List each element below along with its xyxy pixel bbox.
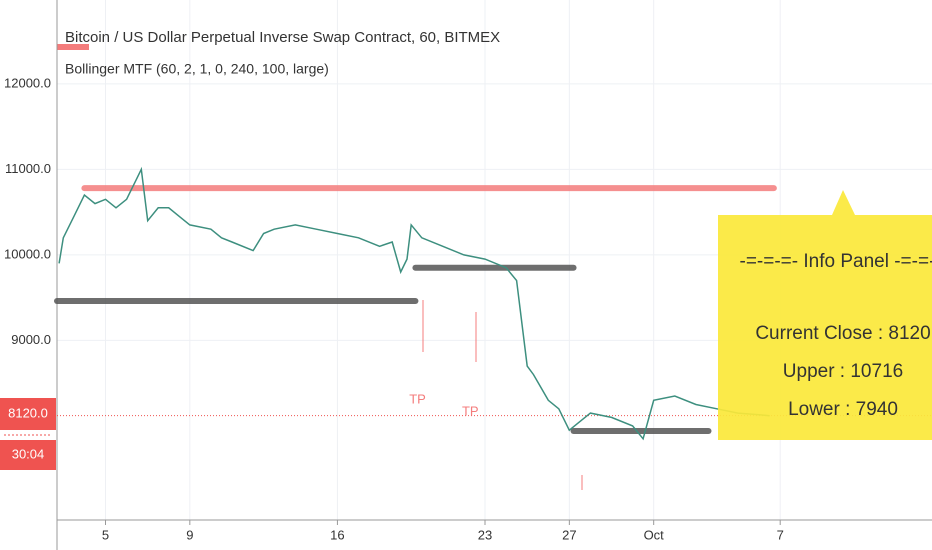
price-tag xyxy=(0,398,56,430)
y-tick-label: 11000.0 xyxy=(5,161,51,176)
countdown-label: 30:04 xyxy=(12,446,45,461)
annotation: TP xyxy=(462,404,479,419)
y-tick-label: 12000.0 xyxy=(4,75,51,90)
chart-title: Bitcoin / US Dollar Perpetual Inverse Sw… xyxy=(65,29,500,46)
indicator-name: Bollinger MTF (60, 2, 1, 0, 240, 100, la… xyxy=(65,61,329,77)
countdown-tag xyxy=(0,440,56,470)
marker xyxy=(57,44,89,50)
x-tick-label: 27 xyxy=(562,527,576,542)
x-tick-label: 9 xyxy=(186,527,193,542)
x-tick-label: 23 xyxy=(478,527,492,542)
panel-line: Current Close : 8120 xyxy=(755,323,930,344)
y-tick-label: 10000.0 xyxy=(4,246,51,261)
y-tick-label: 9000.0 xyxy=(11,332,51,347)
panel-line: Lower : 7940 xyxy=(788,399,898,420)
info-panel: -=-=-=- Info Panel -=-=-= Current Close … xyxy=(718,190,932,440)
annotation: TP xyxy=(409,392,426,407)
x-tick-label: Oct xyxy=(644,527,665,542)
panel-title: -=-=-=- Info Panel -=-=-= xyxy=(740,251,932,272)
price-line xyxy=(58,166,770,441)
price-tag-label: 8120.0 xyxy=(8,405,48,420)
x-tick-label: 16 xyxy=(330,527,344,542)
panel-line: Upper : 10716 xyxy=(783,361,903,382)
panel-box xyxy=(718,190,932,440)
x-tick-label: 5 xyxy=(102,527,109,542)
x-tick-label: 7 xyxy=(777,527,784,542)
